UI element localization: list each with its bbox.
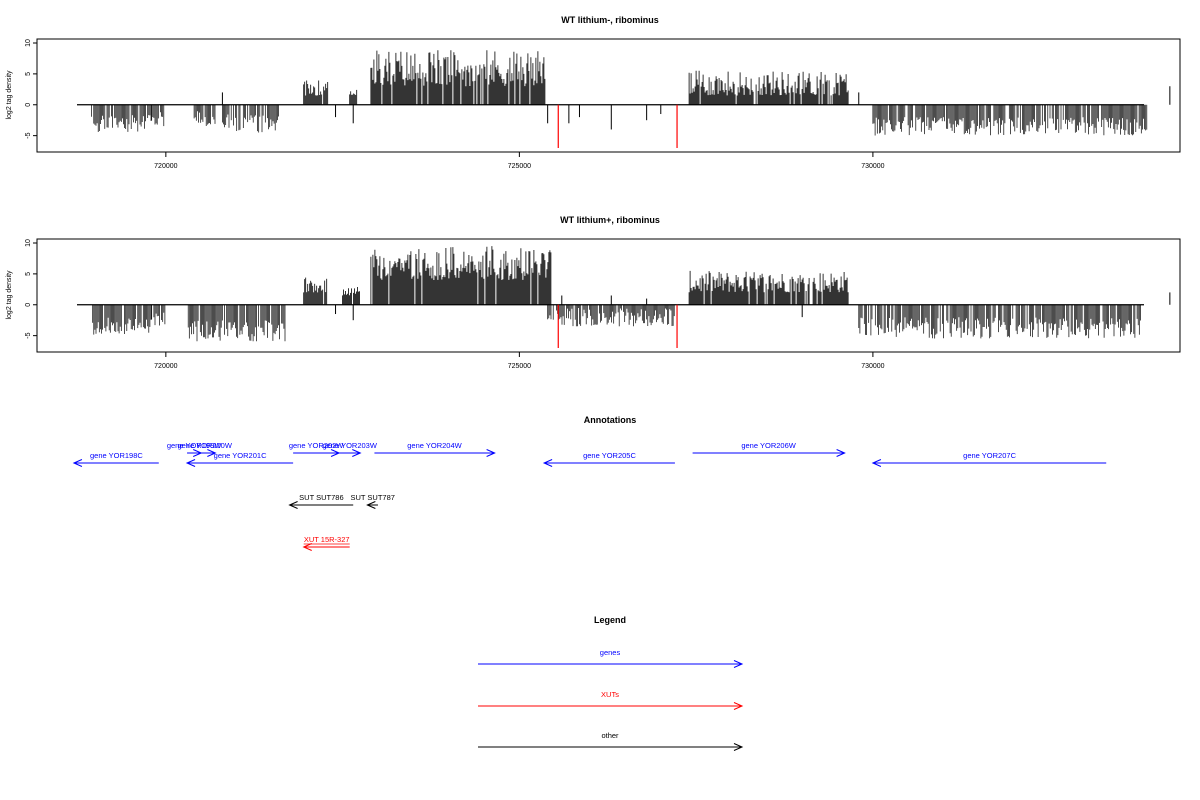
feature-sut-sut786[interactable]: SUT SUT786 — [288, 493, 354, 509]
feature-label: gene YOR204W — [407, 441, 462, 450]
x-tick-label: 725000 — [508, 363, 531, 370]
y-tick-label: -5 — [25, 332, 32, 338]
feature-label: gene YOR199W — [167, 441, 222, 450]
legend-arrow-arrowhead — [733, 743, 744, 751]
x-tick-label: 730000 — [861, 363, 884, 370]
feature-label: SUT SUT786 — [299, 493, 343, 502]
feature-arrow-arrowhead — [486, 449, 496, 457]
track-panel-lithium-minus: WT lithium-, ribominus log2 tag density … — [6, 15, 1181, 170]
feature-arrow-arrowhead — [302, 543, 312, 551]
legend-items: genes XUTs other — [478, 648, 744, 751]
y-tick-label: 10 — [25, 39, 32, 47]
feature-gene-yor207c[interactable]: gene YOR207C — [871, 451, 1107, 467]
legend-label: genes — [600, 648, 621, 657]
feature-label: gene YOR206W — [741, 441, 796, 450]
feature-label: XUT 15R-327 — [304, 535, 350, 544]
signal-bars — [92, 246, 1171, 342]
y-axis-label: log2 tag density — [6, 70, 13, 120]
y-tick-label: 5 — [25, 72, 32, 76]
feature-sut-sut787[interactable]: SUT SUT787 — [350, 493, 395, 509]
feature-gene-yor200w[interactable]: gene YOR200W — [177, 441, 233, 457]
legend: Legend genes XUTs other — [478, 615, 744, 751]
feature-gene-yor198c[interactable]: gene YOR198C — [72, 451, 159, 467]
feature-label: gene YOR198C — [90, 451, 143, 460]
legend-title: Legend — [594, 615, 626, 625]
x-axis: 720000 725000 730000 — [154, 352, 885, 370]
plot-frame — [36, 238, 1181, 353]
feature-gene-yor205c[interactable]: gene YOR205C — [542, 451, 675, 467]
feature-label: gene YOR201C — [214, 451, 267, 460]
feature-arrow-arrowhead — [207, 449, 217, 457]
feature-arrow-arrowhead — [288, 501, 298, 509]
x-tick-label: 720000 — [154, 163, 177, 170]
feature-gene-yor203w[interactable]: gene YOR203W — [322, 441, 378, 457]
annotations-title: Annotations — [584, 415, 637, 425]
feature-gene-yor206w[interactable]: gene YOR206W — [692, 441, 846, 457]
signal-bars — [91, 50, 1171, 136]
feature-arrow-arrowhead — [366, 501, 376, 509]
legend-arrow-arrowhead — [733, 702, 744, 710]
highlight-spikes — [557, 304, 678, 348]
x-axis: 720000 725000 730000 — [154, 152, 885, 170]
y-tick-label: -5 — [25, 132, 32, 138]
plot-frame — [36, 38, 1181, 153]
legend-label: XUTs — [601, 690, 619, 699]
track-panel-lithium-plus: WT lithium+, ribominus log2 tag density … — [6, 215, 1181, 370]
feature-label: gene YOR203W — [322, 441, 377, 450]
legend-item-other: other — [478, 731, 744, 751]
y-tick-label: 0 — [25, 303, 32, 307]
feature-arrow-arrowhead — [871, 459, 882, 467]
y-axis: -5 0 5 10 — [25, 239, 37, 339]
legend-label: other — [601, 731, 619, 740]
feature-arrow-arrowhead — [542, 459, 553, 467]
feature-label: gene YOR202W — [289, 441, 344, 450]
feature-arrow-arrowhead — [185, 459, 196, 467]
y-tick-label: 10 — [25, 239, 32, 247]
x-tick-label: 730000 — [861, 163, 884, 170]
y-axis-label: log2 tag density — [6, 270, 13, 320]
feature-label: gene YOR205C — [583, 451, 636, 460]
x-tick-label: 720000 — [154, 363, 177, 370]
legend-arrow-arrowhead — [733, 660, 744, 668]
y-tick-label: 5 — [25, 272, 32, 276]
legend-item-xuts: XUTs — [478, 690, 744, 710]
feature-label: gene YOR207C — [963, 451, 1016, 460]
feature-gene-yor204w[interactable]: gene YOR204W — [374, 441, 496, 457]
highlight-spikes — [557, 104, 678, 148]
y-tick-label: 0 — [25, 103, 32, 107]
feature-arrow-arrowhead — [352, 449, 362, 457]
feature-label: gene YOR200W — [177, 441, 232, 450]
feature-label: SUT SUT787 — [350, 493, 394, 502]
feature-xut-15r-327[interactable]: XUT 15R-327 — [302, 535, 350, 551]
feature-gene-yor201c[interactable]: gene YOR201C — [185, 451, 294, 467]
feature-arrow-arrowhead — [836, 449, 846, 457]
panel-title: WT lithium-, ribominus — [561, 15, 659, 25]
x-tick-label: 725000 — [508, 163, 531, 170]
panel-title: WT lithium+, ribominus — [560, 215, 660, 225]
y-axis: -5 0 5 10 — [25, 39, 37, 139]
legend-item-genes: genes — [478, 648, 744, 668]
feature-arrow-arrowhead — [72, 459, 83, 467]
